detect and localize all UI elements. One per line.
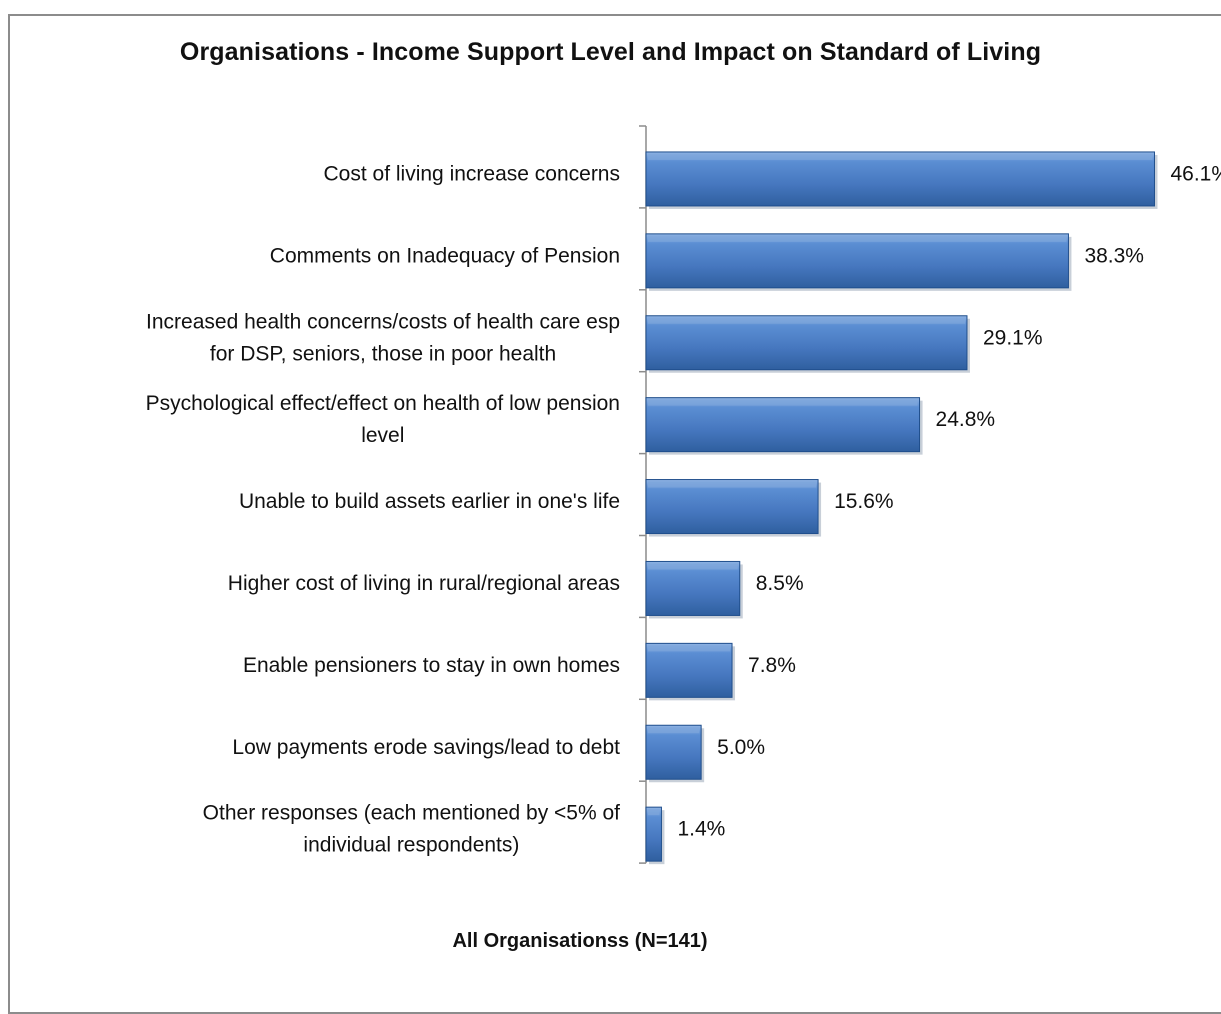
value-label: 15.6%	[834, 490, 894, 513]
value-label: 29.1%	[983, 326, 1043, 349]
bar	[645, 151, 1155, 207]
bar	[645, 806, 662, 862]
bar-highlight	[648, 317, 965, 324]
category-label: individual respondents)	[303, 834, 519, 857]
value-label: 1.4%	[677, 818, 725, 841]
axis-label: All Organisationss (N=141)	[452, 930, 708, 952]
category-label: Unable to build assets earlier in one's …	[239, 490, 620, 513]
bar	[645, 560, 741, 616]
bar	[645, 724, 702, 780]
bar-highlight	[648, 809, 660, 816]
value-label: 8.5%	[756, 572, 804, 595]
bar-highlight	[648, 727, 700, 734]
bar-highlight	[648, 235, 1067, 242]
category-label: for DSP, seniors, those in poor health	[210, 342, 556, 365]
category-label: Low payments erode savings/lead to debt	[232, 736, 620, 759]
bar	[645, 397, 921, 453]
category-label: Other responses (each mentioned by <5% o…	[203, 802, 620, 825]
value-labels: 46.1% 38.3% 29.1% 24.8% 15.6% 8.5% 7.8% 5.0% 1.4…	[677, 162, 1221, 840]
bars	[645, 151, 1158, 865]
bar-highlight	[648, 399, 918, 406]
value-label: 38.3%	[1084, 244, 1144, 267]
category-label: Psychological effect/effect on health of…	[146, 392, 620, 415]
bar	[645, 233, 1069, 289]
category-label: Cost of living increase concerns	[324, 162, 620, 185]
bar	[645, 315, 968, 371]
bar-highlight	[648, 645, 731, 652]
bar-highlight	[648, 563, 738, 570]
category-label: level	[361, 424, 404, 447]
value-label: 5.0%	[717, 736, 765, 759]
bar-highlight	[648, 153, 1153, 160]
value-label: 46.1%	[1170, 162, 1221, 185]
category-axis	[639, 125, 647, 864]
category-label: Comments on Inadequacy of Pension	[270, 244, 620, 267]
chart-title: Organisations - Income Support Level and…	[179, 38, 1042, 66]
value-label: 24.8%	[936, 408, 996, 431]
category-label: Increased health concerns/costs of healt…	[146, 310, 620, 333]
bar-highlight	[648, 481, 817, 488]
bar	[645, 479, 819, 535]
value-label: 7.8%	[748, 654, 796, 677]
category-label: Higher cost of living in rural/regional …	[228, 572, 620, 595]
bar	[645, 642, 733, 698]
category-labels: Cost of living increase concerns Comments…	[146, 162, 621, 856]
category-label: Enable pensioners to stay in own homes	[243, 654, 620, 677]
